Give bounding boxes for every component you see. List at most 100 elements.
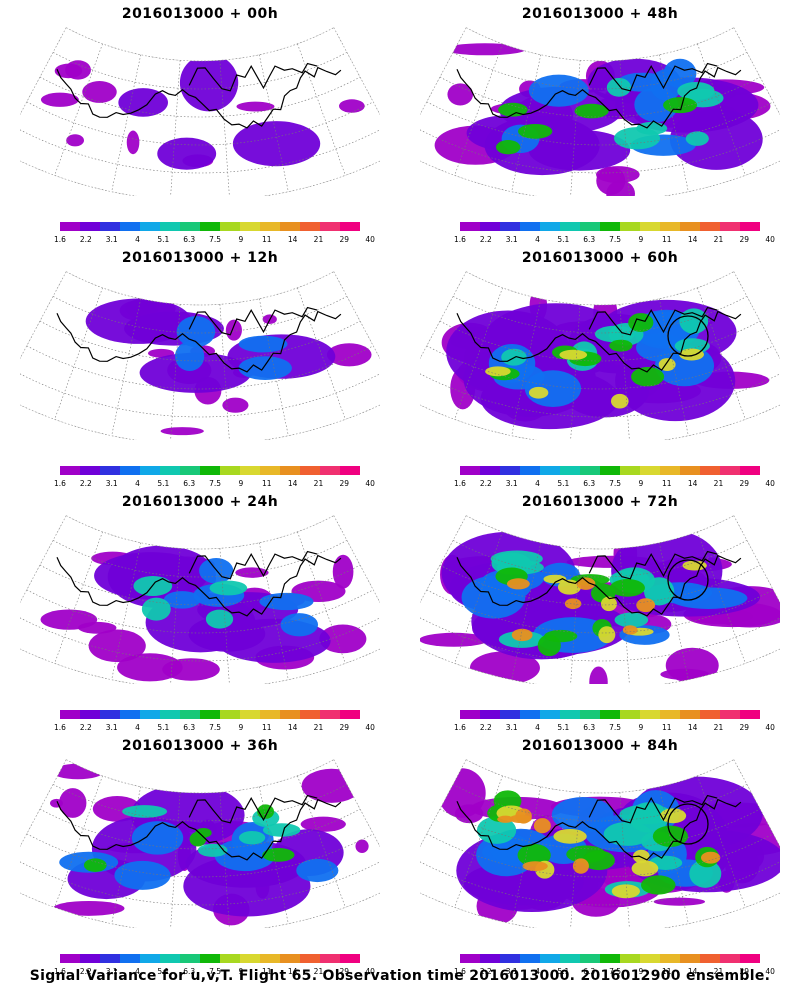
map-svg: [420, 27, 780, 196]
variance-blob: [94, 552, 208, 600]
map-svg: [20, 759, 380, 928]
colorbar-swatch: [200, 466, 220, 475]
variance-blob: [636, 598, 656, 613]
meridian-line: [454, 531, 503, 664]
colorbar: [60, 954, 360, 966]
colorbar-swatch: [280, 466, 300, 475]
colorbar-tick-label: 3.1: [505, 723, 518, 732]
colorbar-tick-label: 2.2: [479, 235, 492, 244]
colorbar-tick-label: 5.1: [157, 723, 170, 732]
colorbar-tick-label: 40: [365, 479, 375, 488]
colorbar-swatch: [660, 466, 680, 475]
variance-blob: [653, 897, 706, 906]
meridian-line: [454, 775, 503, 908]
colorbar-swatch: [100, 710, 120, 719]
colorbar-tick-label: 14: [687, 723, 698, 732]
variance-blob: [559, 349, 588, 360]
variance-blob: [232, 121, 321, 167]
map-plot: [20, 514, 380, 684]
variance-blob: [214, 838, 276, 872]
latitude-line: [20, 861, 380, 906]
colorbar-tick-label: 9: [638, 235, 644, 244]
colorbar-tick-label: 7.5: [609, 967, 622, 976]
colorbar-tick-label: 40: [765, 479, 775, 488]
colorbar-swatch: [660, 710, 680, 719]
map-svg: [20, 271, 380, 440]
colorbar-tick-label: 6.3: [583, 967, 596, 976]
colorbar-ticks: 1.6 2.2 3.1 4 5.1 6.3 7.5 9 11 14 21 29 40: [50, 967, 375, 977]
meridian-line: [170, 548, 181, 684]
colorbar-swatch: [320, 954, 340, 963]
variance-blob: [628, 313, 654, 332]
latitude-line: [20, 129, 380, 174]
variance-blob: [609, 579, 645, 597]
colorbar-swatch: [660, 222, 680, 231]
variance-blob: [300, 816, 346, 832]
colorbar-tick-label: 6.3: [583, 479, 596, 488]
colorbar-swatch: [560, 954, 580, 963]
variance-blob: [640, 875, 676, 895]
variance-blob: [679, 348, 704, 361]
variance-blob: [238, 356, 292, 380]
colorbar-tick-label: 3.1: [505, 235, 518, 244]
meridian-line: [619, 60, 630, 196]
variance-blob: [209, 580, 248, 596]
map-plot: [420, 270, 780, 440]
colorbar-tick-label: 21: [313, 235, 324, 244]
colorbar-tick-label: 6.3: [183, 479, 196, 488]
meridian-line: [170, 304, 181, 440]
colorbar-tick-label: 21: [313, 967, 324, 976]
variance-blob: [611, 884, 640, 899]
colorbar-tick-label: 2.2: [79, 235, 92, 244]
meridian-line: [511, 298, 542, 436]
colorbar-tick-label: 11: [261, 967, 272, 976]
colorbar-tick-label: 11: [661, 235, 672, 244]
colorbar-swatch: [700, 954, 720, 963]
variance-blob: [614, 612, 649, 628]
meridian-line: [54, 531, 103, 664]
panel-title: 2016013000 + 72h: [521, 494, 679, 510]
colorbar-swatch: [600, 466, 620, 475]
highlight-circle: [667, 803, 709, 845]
colorbar-tick-label: 21: [713, 479, 724, 488]
variance-blob: [491, 552, 532, 575]
arctic-islands-path: [188, 62, 318, 92]
colorbar-tick-label: 1.6: [454, 967, 466, 976]
variance-field: [40, 54, 365, 170]
colorbar-swatch: [260, 222, 280, 231]
colorbar-tick-label: 4: [135, 723, 140, 732]
colorbar-tick-label: 2.2: [479, 723, 492, 732]
colorbar-swatch: [600, 222, 620, 231]
colorbar-ticks: 1.6 2.2 3.1 4 5.1 6.3 7.5 9 11 14 21 29 40: [50, 723, 375, 733]
coastline: [56, 550, 342, 617]
map-plot: [20, 758, 380, 928]
colorbar-swatch: [240, 710, 260, 719]
latitude-line: [39, 808, 361, 850]
meridian-line: [219, 304, 230, 440]
latitude-line: [420, 129, 780, 174]
colorbar-swatch: [700, 466, 720, 475]
colorbar-tick-label: 3.1: [105, 967, 118, 976]
colorbar-tick-label: 1.6: [54, 723, 66, 732]
variance-blob: [631, 860, 659, 877]
colorbar-swatch: [200, 954, 220, 963]
latitude-line: [439, 564, 761, 606]
variance-blob: [543, 574, 567, 584]
colorbar-swatch: [640, 466, 660, 475]
meridian-line: [170, 60, 181, 196]
colorbar-tick-label: 40: [365, 967, 375, 976]
latitude-line: [420, 892, 780, 928]
colorbar-swatch: [540, 466, 560, 475]
latitude-line: [426, 345, 774, 390]
variance-blob: [582, 850, 615, 871]
coastline: [56, 306, 342, 373]
variance-blob: [476, 816, 517, 844]
variance-blob: [355, 839, 369, 853]
variance-blob: [576, 577, 596, 590]
variance-blob: [174, 341, 205, 372]
colorbar-tick-label: 21: [313, 479, 324, 488]
latitude-line: [66, 759, 334, 794]
latitude-line: [20, 892, 380, 928]
colorbar-swatch: [60, 954, 80, 963]
colorbar-swatch: [60, 466, 80, 475]
